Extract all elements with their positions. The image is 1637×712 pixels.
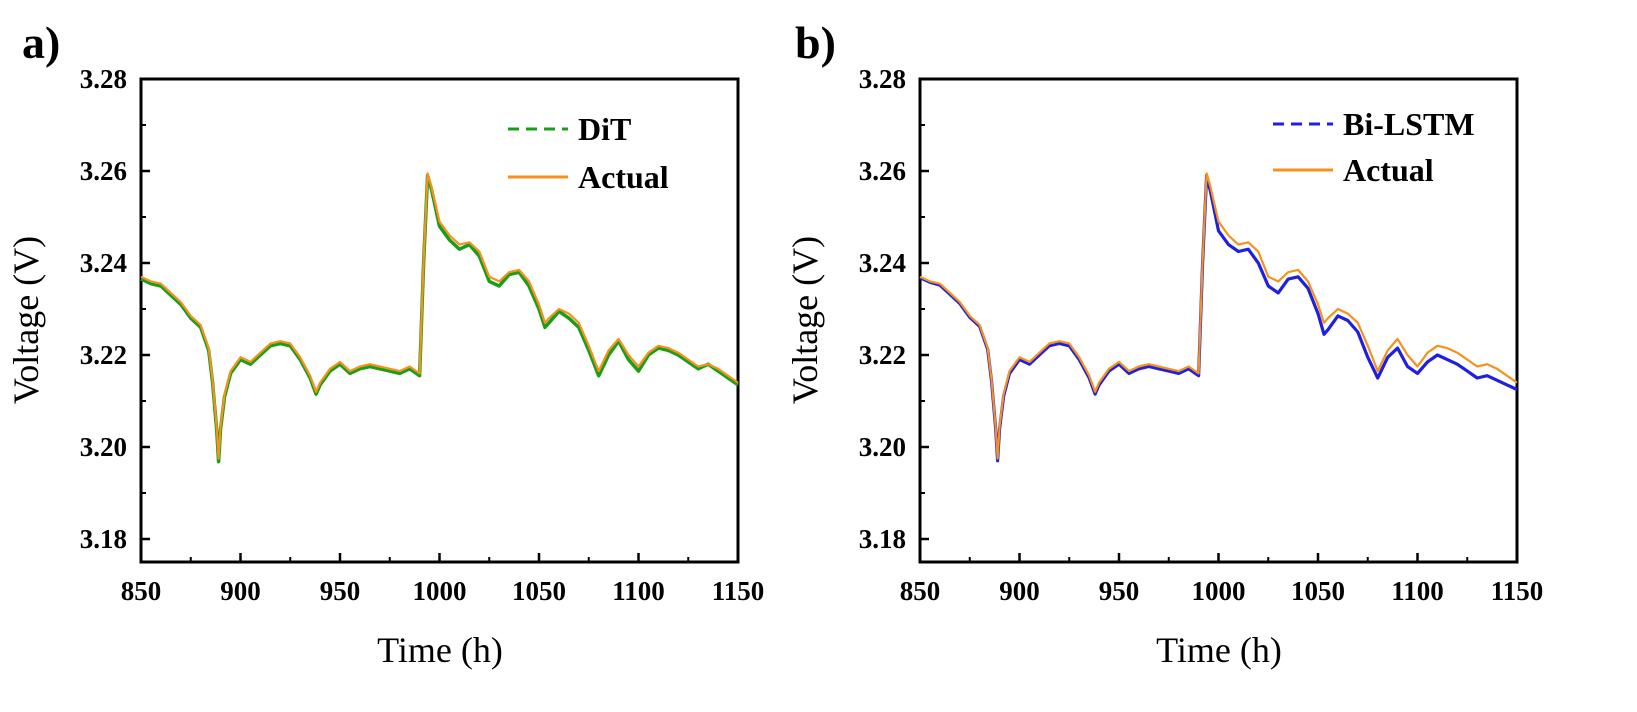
panel-a: a) 850 900 950 1000 1050 1100 1150 3.18 3.20 3.22…: [6, 17, 764, 670]
panel-b-y-tick-label: 3.20: [859, 432, 906, 462]
panel-a-y-tick-label: 3.28: [80, 64, 127, 94]
panel-a-label: a): [22, 17, 60, 68]
panel-b-label: b): [795, 17, 836, 68]
panel-a-x-tick-label: 950: [320, 576, 361, 606]
panel-a-plot-frame: [139, 77, 740, 564]
panel-a-legend-dit-label: DiT: [578, 111, 631, 147]
panel-b-x-tick-label: 1000: [1192, 576, 1246, 606]
panel-a-x-tick-label: 1100: [612, 576, 665, 606]
panel-b-y-tick-label: 3.28: [859, 64, 906, 94]
panel-a-x-tick-label: 900: [220, 576, 261, 606]
panel-b-y-tick-label: 3.26: [859, 156, 906, 186]
panel-b-y-tick-label: 3.18: [859, 524, 906, 554]
panel-b-x-tick-label: 1050: [1291, 576, 1345, 606]
panel-b-ticks: 850 900 950 1000 1050 1100 1150 3.18 3.20 3.22 3.2…: [859, 64, 1544, 606]
panel-b-series-actual-line: [919, 172, 1518, 460]
panel-b-x-tick-label: 1100: [1391, 576, 1444, 606]
panel-b-y-axis-title: Voltage (V): [785, 236, 825, 404]
panel-b-y-tick-label: 3.22: [859, 340, 906, 370]
panel-a-ticks: 850 900 950 1000 1050 1100 1150 3.18 3.20 3.22 3.2…: [80, 64, 765, 606]
panel-b-x-tick-label: 900: [999, 576, 1040, 606]
panel-a-legend-actual-label: Actual: [578, 159, 669, 195]
panel-a-x-tick-label: 1150: [712, 576, 765, 606]
panel-a-y-tick-label: 3.24: [80, 248, 127, 278]
panel-a-y-tick-label: 3.18: [80, 524, 127, 554]
panel-a-x-tick-label: 850: [121, 576, 162, 606]
panel-b-x-tick-label: 850: [900, 576, 941, 606]
panel-a-series-actual-line: [140, 172, 739, 460]
panel-b-y-tick-label: 3.24: [859, 248, 906, 278]
panel-b-x-tick-label: 1150: [1491, 576, 1544, 606]
panel-b-series-layer: [919, 172, 1518, 463]
panel-a-x-axis-title: Time (h): [377, 630, 503, 670]
panel-a-x-tick-label: 1050: [512, 576, 566, 606]
panel-a-y-tick-label: 3.22: [80, 340, 127, 370]
panel-a-y-tick-label: 3.26: [80, 156, 127, 186]
panel-a-y-axis-title: Voltage (V): [6, 236, 46, 404]
panel-b-legend: Bi-LSTM Actual: [1273, 106, 1475, 188]
panel-b-x-axis-title: Time (h): [1156, 630, 1282, 670]
panel-b-legend-bi-lstm-label: Bi-LSTM: [1343, 106, 1475, 142]
panel-a-series-layer: [140, 172, 739, 464]
panel-a-legend: DiT Actual: [508, 111, 669, 195]
panel-b-legend-actual-label: Actual: [1343, 152, 1434, 188]
panel-a-y-tick-label: 3.20: [80, 432, 127, 462]
panel-a-x-tick-label: 1000: [413, 576, 467, 606]
panel-b-x-tick-label: 950: [1099, 576, 1140, 606]
panel-b: b) 850 900 950 1000 1050 1100 1150 3.18 3.20 3.22…: [785, 17, 1543, 670]
